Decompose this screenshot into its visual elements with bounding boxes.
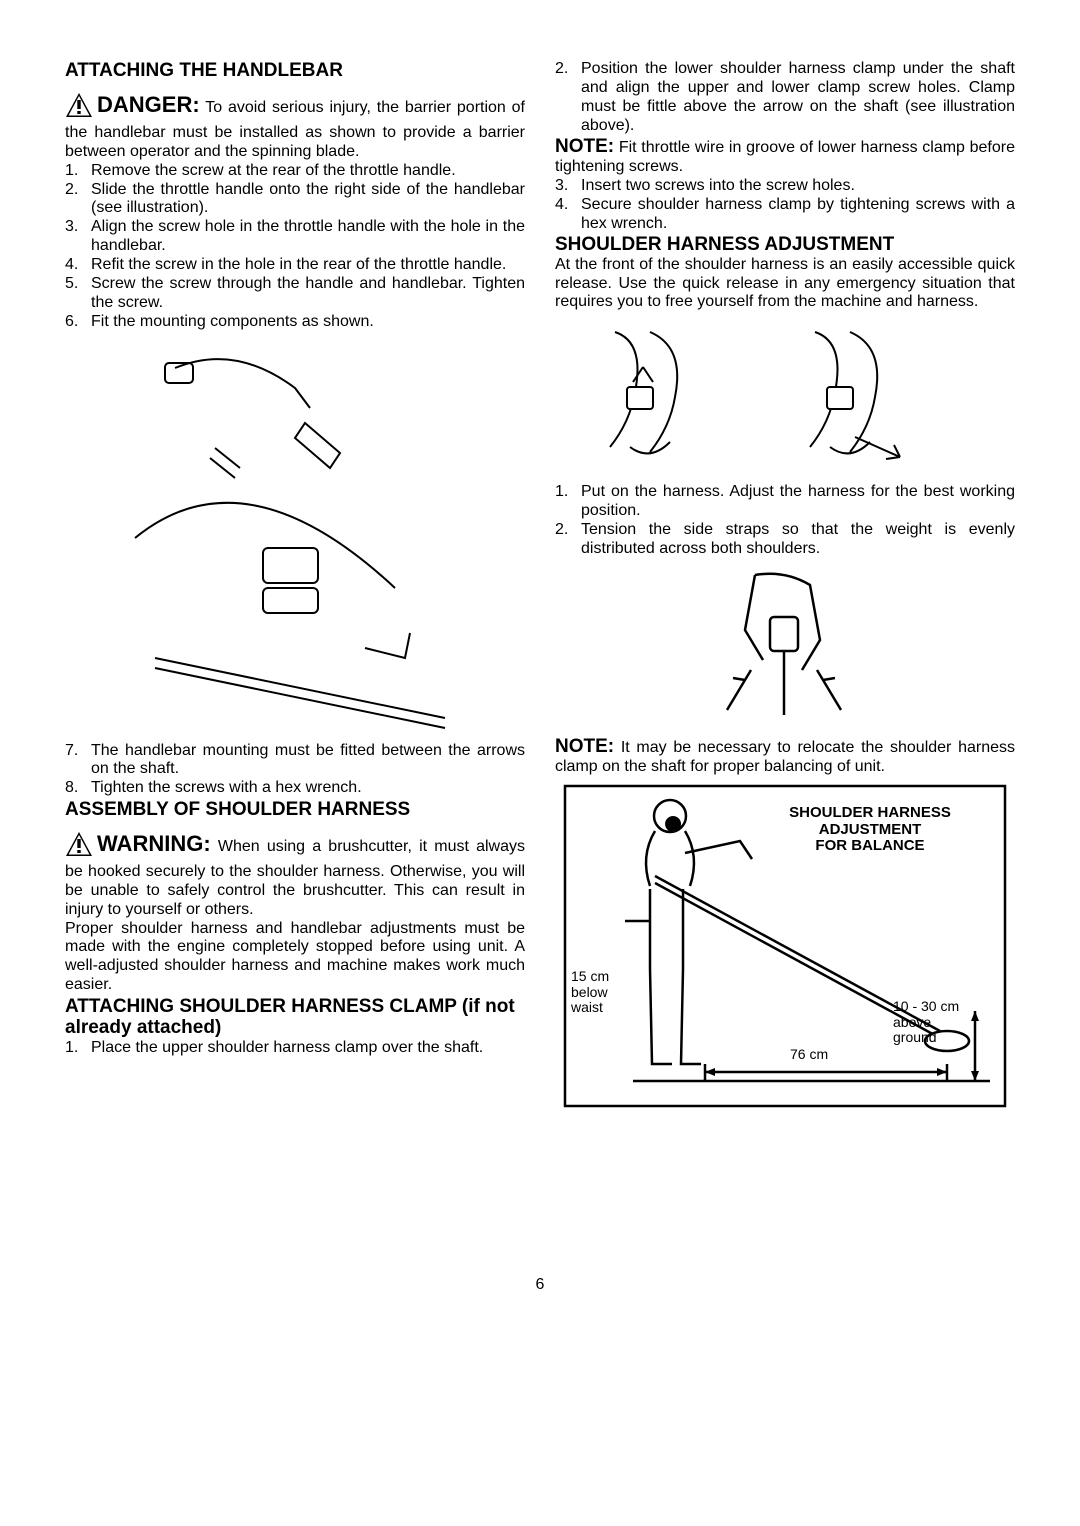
- attach-clamp-steps: 1.Place the upper shoulder harness clamp…: [65, 1039, 525, 1058]
- right-dim-label: 10 - 30 cm above ground: [893, 999, 959, 1045]
- note2: NOTE: It may be necessary to relocate th…: [555, 736, 1015, 777]
- warning-paragraph: WARNING: When using a brushcutter, it mu…: [65, 831, 525, 920]
- assembly-shoulder-harness-title: ASSEMBLY OF SHOULDER HARNESS: [65, 800, 525, 821]
- tension-diagram: [555, 565, 1015, 730]
- danger-icon: [65, 92, 93, 124]
- warning-icon: [65, 831, 93, 863]
- ground-dim-label: 76 cm: [790, 1047, 828, 1062]
- note2-text: It may be necessary to relocate the shou…: [555, 739, 1015, 775]
- list-item: 2.Slide the throttle handle onto the rig…: [65, 181, 525, 219]
- note-label: NOTE:: [555, 736, 614, 757]
- list-item: 3.Insert two screws into the screw holes…: [555, 177, 1015, 196]
- list-item: 7.The handlebar mounting must be fitted …: [65, 742, 525, 780]
- list-item: 8.Tighten the screws with a hex wrench.: [65, 779, 525, 798]
- warning-label: WARNING:: [97, 831, 211, 856]
- quick-release-diagram: [555, 317, 1015, 477]
- right-top-steps: 2.Position the lower shoulder harness cl…: [555, 60, 1015, 136]
- handlebar-steps-1-6: 1.Remove the screw at the rear of the th…: [65, 162, 525, 332]
- list-item: 4.Secure shoulder harness clamp by tight…: [555, 196, 1015, 234]
- handlebar-steps-7-8: 7.The handlebar mounting must be fitted …: [65, 742, 525, 799]
- danger-paragraph: DANGER: To avoid serious injury, the bar…: [65, 92, 525, 162]
- list-item: 5.Screw the screw through the handle and…: [65, 275, 525, 313]
- handlebar-diagram: [65, 338, 525, 738]
- note1: NOTE: Fit throttle wire in groove of low…: [555, 136, 1015, 177]
- warning-para2: Proper shoulder harness and handlebar ad…: [65, 920, 525, 996]
- list-item: 1.Place the upper shoulder harness clamp…: [65, 1039, 525, 1058]
- list-item: 2.Position the lower shoulder harness cl…: [555, 60, 1015, 136]
- note-label: NOTE:: [555, 136, 614, 157]
- attaching-clamp-title: ATTACHING SHOULDER HARNESS CLAMP (if not…: [65, 997, 525, 1039]
- list-item: 2.Tension the side straps so that the we…: [555, 521, 1015, 559]
- right-steps-3-4: 3.Insert two screws into the screw holes…: [555, 177, 1015, 234]
- danger-label: DANGER:: [97, 92, 200, 117]
- shoulder-harness-adjustment-title: SHOULDER HARNESS ADJUSTMENT: [555, 235, 1015, 256]
- balance-diagram: SHOULDER HARNESS ADJUSTMENT FOR BALANCE …: [555, 781, 1015, 1116]
- attaching-handlebar-title: ATTACHING THE HANDLEBAR: [65, 60, 525, 82]
- balance-title: SHOULDER HARNESS ADJUSTMENT FOR BALANCE: [750, 805, 990, 855]
- page-number: 6: [65, 1276, 1015, 1294]
- adjust-para: At the front of the shoulder harness is …: [555, 256, 1015, 311]
- note1-text: Fit throttle wire in groove of lower har…: [555, 139, 1015, 175]
- list-item: 4.Refit the screw in the hole in the rea…: [65, 256, 525, 275]
- list-item: 6.Fit the mounting components as shown.: [65, 313, 525, 332]
- list-item: 3.Align the screw hole in the throttle h…: [65, 218, 525, 256]
- adjust-steps: 1.Put on the harness. Adjust the harness…: [555, 483, 1015, 559]
- list-item: 1.Remove the screw at the rear of the th…: [65, 162, 525, 181]
- list-item: 1.Put on the harness. Adjust the harness…: [555, 483, 1015, 521]
- waist-label: 15 cm below waist: [571, 969, 609, 1015]
